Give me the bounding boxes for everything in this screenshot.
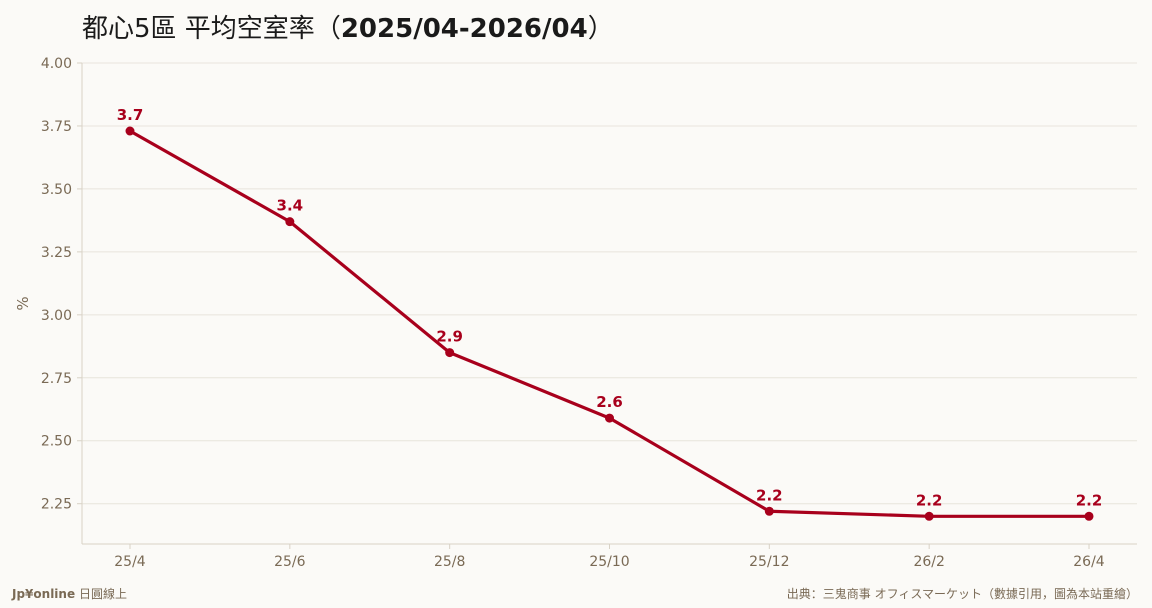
- y-axis-label: %: [14, 296, 32, 310]
- data-label: 2.6: [596, 393, 623, 411]
- y-tick-label: 2.75: [41, 371, 72, 387]
- x-tick-labels: 25/4 25/6 25/8 25/10 25/12 26/2 26/4: [114, 554, 1105, 570]
- y-tick-labels: 2.25 2.50 2.75 3.00 3.25 3.50 3.75 4.00: [41, 56, 72, 513]
- x-tick-label: 26/4: [1073, 554, 1105, 570]
- brand-name: Jp¥online: [12, 587, 76, 601]
- data-labels: 3.7 3.4 2.9 2.6 2.2 2.2 2.2: [117, 106, 1103, 509]
- y-tick-label: 3.25: [41, 245, 72, 261]
- footer-brand: Jp¥online 日圓線上: [12, 585, 127, 602]
- y-tick-label: 2.50: [41, 434, 72, 450]
- data-point: [285, 217, 295, 227]
- y-tick-label: 4.00: [41, 56, 72, 72]
- footer-source: 出典：三鬼商事 オフィスマーケット（數據引用，圖為本站重繪）: [786, 587, 1138, 601]
- y-tick-label: 2.25: [41, 497, 72, 513]
- x-tick-label: 25/10: [589, 554, 629, 570]
- title-range: 2025/04-2026/04: [340, 14, 588, 44]
- data-point: [605, 413, 614, 423]
- data-point: [445, 348, 455, 358]
- data-point: [1084, 511, 1094, 521]
- title-paren-close: ）: [587, 14, 614, 44]
- x-tick-label: 25/12: [749, 554, 789, 570]
- y-tick-label: 3.00: [41, 308, 72, 324]
- x-tick-label: 25/6: [274, 554, 306, 570]
- data-point: [924, 511, 934, 521]
- x-tick-label: 26/2: [913, 554, 944, 570]
- data-label: 3.7: [117, 106, 144, 124]
- data-label: 2.2: [756, 486, 783, 504]
- brand-suffix: 日圓線上: [78, 587, 127, 601]
- title-main: 都心5區 平均空室率: [82, 14, 315, 44]
- data-label: 2.2: [916, 491, 943, 509]
- data-label: 2.9: [436, 328, 463, 346]
- data-label: 3.4: [277, 197, 304, 215]
- title-paren-open: （: [314, 14, 341, 44]
- axes: [81, 63, 1137, 549]
- x-tick-label: 25/8: [434, 554, 465, 570]
- grid-lines: [77, 62, 1137, 505]
- y-tick-label: 3.50: [41, 182, 72, 198]
- chart-title: 都心5區 平均空室率（2025/04-2026/04）: [82, 8, 614, 45]
- y-tick-label: 3.75: [41, 119, 72, 135]
- data-point: [125, 126, 135, 136]
- x-tick-label: 25/4: [114, 554, 146, 570]
- data-label: 2.2: [1076, 491, 1103, 509]
- data-point: [764, 506, 774, 516]
- data-points: [125, 126, 1094, 521]
